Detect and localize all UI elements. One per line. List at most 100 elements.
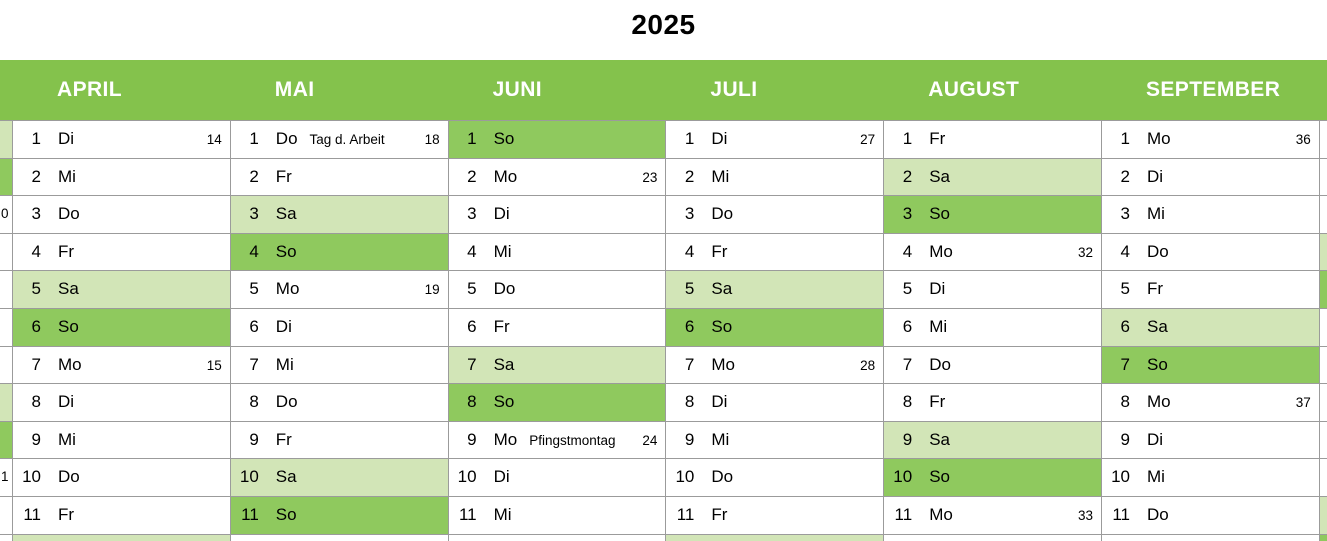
day-row: 9 Sa: [884, 421, 1101, 460]
weekday-label: Mi: [929, 316, 948, 336]
day-number: 2: [467, 166, 477, 186]
week-number: 15: [206, 357, 222, 373]
month-header: [0, 60, 13, 120]
weekday-label: So: [58, 316, 79, 336]
partial-day-row: [1101, 534, 1319, 541]
day-row: [0, 346, 12, 385]
weekday-label: Di: [493, 467, 510, 487]
day-number: 3: [684, 204, 695, 224]
weekday-label: Fr: [275, 429, 292, 449]
day-row: 8 Fr: [884, 384, 1101, 422]
day-row: [1319, 308, 1327, 347]
day-number: 6: [902, 316, 913, 336]
day-row: 7 Sa: [448, 346, 666, 385]
weekday-label: Di: [493, 204, 510, 224]
month-header: [1319, 60, 1327, 120]
day-row: [0, 384, 12, 422]
weekday-label: Mi: [1146, 467, 1165, 487]
weekday-label: Sa: [1146, 316, 1168, 336]
day-row: 3 So: [884, 196, 1101, 234]
month-column-mai: MAI 1 Do Tag d. Arbeit 18 2 Fr 3 Sa 4 So 5 Mo 19 6 Di 7 M…: [230, 60, 449, 541]
day-number: 4: [249, 241, 259, 261]
day-number: 8: [467, 392, 477, 412]
day-number: 5: [902, 279, 913, 299]
month-header: MAI: [230, 60, 449, 120]
weekday-label: Mi: [1146, 204, 1165, 224]
day-row: 9 Di: [1101, 421, 1319, 460]
weekday-label: Mo: [493, 166, 518, 186]
day-number: 9: [1120, 429, 1130, 449]
weekday-label: Di: [58, 392, 75, 412]
week-number: 37: [1295, 395, 1311, 411]
day-row: 11 Mo 33: [884, 496, 1101, 535]
partial-day-row: [1319, 534, 1327, 541]
day-row: [0, 121, 12, 159]
day-row: 9 Mi: [666, 421, 884, 460]
month-name: JULI: [710, 78, 758, 101]
day-row: 8 So: [448, 384, 666, 422]
holiday-label: Tag d. Arbeit: [309, 132, 385, 147]
weekday-label: So: [275, 241, 297, 261]
day-row: [1319, 496, 1327, 535]
week-number-clipped: 1: [1, 469, 9, 485]
day-row: 2 Di: [1101, 158, 1319, 197]
weekday-label: Fr: [58, 504, 75, 524]
day-row: 1: [0, 459, 12, 497]
day-row: [1319, 384, 1327, 422]
day-number: 1: [467, 129, 477, 148]
day-number: 4: [31, 241, 41, 261]
week-number: 33: [1077, 507, 1093, 523]
day-number: 1: [1120, 129, 1130, 148]
weekday-label: Mo: [929, 504, 953, 524]
month-rows: 1 Do Tag d. Arbeit 18 2 Fr 3 Sa 4 So 5 Mo 19 6 Di 7 Mi 8 D…: [230, 120, 449, 541]
day-number: 9: [31, 429, 41, 449]
weekday-label: Do: [711, 204, 734, 224]
day-number: 6: [249, 316, 259, 336]
day-row: 10 Do: [666, 459, 884, 497]
weekday-label: So: [929, 204, 950, 224]
day-row: 5 Di: [884, 271, 1101, 309]
day-number: 7: [467, 354, 477, 374]
day-row: 1 Di 14: [13, 121, 230, 159]
weekday-label: Do: [1146, 504, 1169, 524]
day-number: 3: [31, 204, 41, 224]
day-row: 9 Mo Pfingstmontag 24: [448, 421, 666, 460]
day-row: 2 Mi: [666, 158, 884, 197]
day-number: 7: [684, 354, 695, 374]
day-number: 6: [1120, 316, 1130, 336]
month-column-august: AUGUST 1 Fr 2 Sa 3 So 4 Mo 32 5 Di 6 Mi 7 Do 8 Fr 9 Sa 10 So 1…: [884, 60, 1102, 541]
month-header: SEPTEMBER: [1101, 60, 1320, 120]
weekday-label: Mi: [58, 429, 76, 449]
day-row: 1 So: [448, 121, 666, 159]
weekday-label: Mo: [58, 354, 82, 374]
day-row: 1 Fr: [884, 121, 1101, 159]
month-rows: 1 Di 27 2 Mi 3 Do 4 Fr 5 Sa 6 So 7 Mo 28 8 Di 9 Mi 10 Do 11 Fr: [666, 120, 885, 541]
day-number: 1: [249, 129, 259, 148]
day-number: 3: [1120, 204, 1130, 224]
week-number: 23: [642, 169, 658, 185]
day-row: 1 Mo 36: [1101, 121, 1319, 159]
day-row: 5 Sa: [13, 271, 230, 309]
day-row: 2 Fr: [230, 158, 448, 197]
day-row: [0, 308, 12, 347]
month-rows: 1 Fr 2 Sa 3 So 4 Mo 32 5 Di 6 Mi 7 Do 8 Fr 9 Sa 10 So 11 Mo 33: [884, 120, 1102, 541]
day-row: [1319, 196, 1327, 234]
day-row: 7 Mo 15: [13, 346, 230, 385]
day-row: 0: [0, 196, 12, 234]
day-row: 11 Fr: [13, 496, 230, 535]
day-row: 3 Di: [448, 196, 666, 234]
month-column-april: APRIL 1 Di 14 2 Mi 3 Do 4 Fr 5 Sa 6 So 7 Mo 15 8 Di 9 Mi 10 Do…: [13, 60, 231, 541]
day-number: 7: [249, 354, 259, 374]
weekday-label: Do: [929, 354, 951, 374]
day-number: 4: [902, 241, 913, 261]
day-number: 9: [684, 429, 695, 449]
month-rows: 1 So 2 Mo 23 3 Di 4 Mi 5 Do 6 Fr 7 Sa 8 So 9 Mo Pfingstmont…: [448, 120, 667, 541]
partial-day-row: [230, 534, 448, 541]
weekday-label: Mo: [493, 429, 518, 449]
weekday-label: Sa: [58, 279, 79, 299]
month-header: JULI: [666, 60, 885, 120]
day-row: 3 Do: [13, 196, 230, 234]
day-number: 1: [31, 129, 41, 148]
day-row: 4 So: [230, 233, 448, 272]
